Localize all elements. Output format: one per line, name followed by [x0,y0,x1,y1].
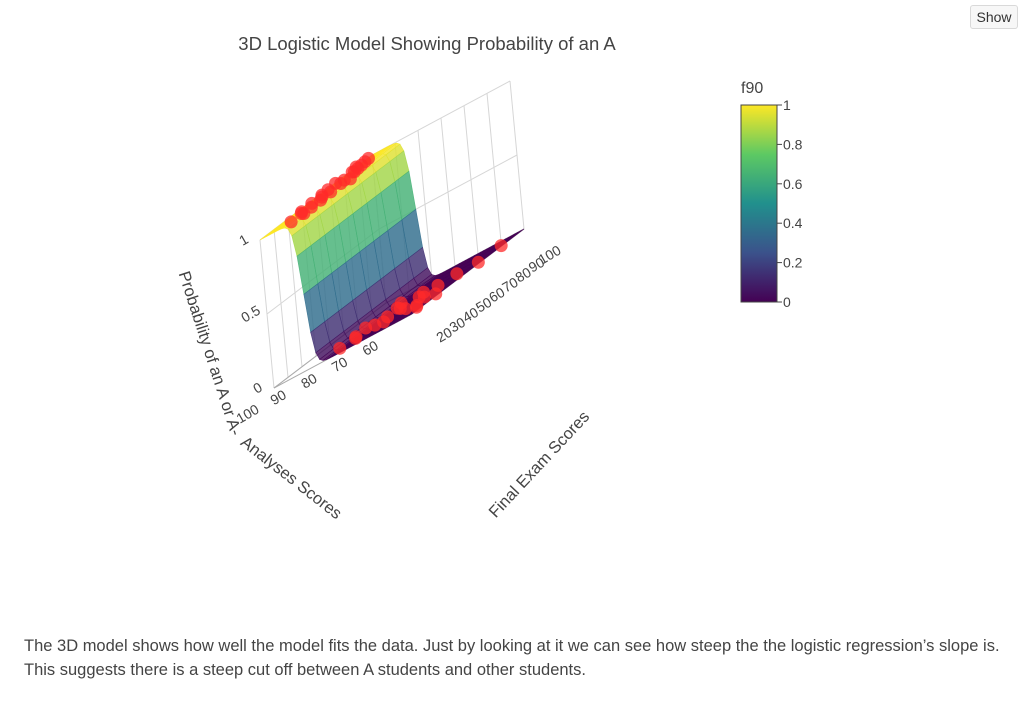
data-point [359,321,373,335]
data-point [345,165,359,179]
y-tick-label: 80 [512,264,534,286]
z-tick-label: 0.5 [238,302,263,326]
x-axis-title: Analyses Scores [237,433,345,523]
y-tick-label: 60 [486,284,508,306]
caption: The 3D model shows how well the model fi… [24,634,1024,682]
data-point [334,176,348,190]
data-points [284,151,508,355]
y-tick-label: 30 [447,314,469,336]
colorbar-tick-label: 0 [783,294,791,310]
x-tick-label: 90 [267,386,289,408]
surface [259,142,525,361]
data-point [349,331,363,345]
surface-patch [506,228,525,242]
y-tick-label: 70 [499,274,521,296]
caption-line-2: This suggests there is a steep cut off b… [24,661,586,679]
data-point [494,239,508,253]
data-point [429,287,443,301]
z-axis-title: Probability of an A or A- [175,269,245,438]
data-point [409,300,423,314]
y-axis-title: Final Exam Scores [486,408,594,522]
colorbar-tick-label: 1 [783,97,791,113]
colorbar-tick-label: 0.2 [783,255,803,271]
data-point [450,267,464,281]
x-tick-label: 60 [359,337,381,359]
show-button[interactable]: Show [970,5,1018,29]
x-tick-label: 70 [329,353,351,375]
z-tick-label: 0 [250,379,265,397]
y-tick-label: 90 [526,254,548,276]
z-tick-label: 1 [236,231,251,249]
data-point [315,190,329,204]
colorbar-bar [740,104,778,303]
x-tick-label: 80 [298,370,320,392]
y-tick-label: 20 [433,324,455,346]
data-point [284,215,298,229]
data-point [377,315,391,329]
surface-chart[interactable]: 3D Logistic Model Showing Probability of… [0,0,1035,620]
chart-title: 3D Logistic Model Showing Probability of… [238,33,616,54]
data-point [304,200,318,214]
caption-line-1: The 3D model shows how well the model fi… [24,637,1000,655]
colorbar-tick-label: 0.6 [783,176,803,192]
colorbar-title: f90 [741,80,763,97]
colorbar-tick-label: 0.8 [783,136,803,152]
y-tick-label: 50 [473,294,495,316]
y-tick-label: 40 [460,304,482,326]
colorbar: f90 1 0.8 0.6 0.4 0.2 0 [740,80,803,310]
data-point [333,341,347,355]
data-point [417,285,431,299]
data-point [471,255,485,269]
data-point [394,296,408,310]
colorbar-tick-label: 0.4 [783,215,803,231]
